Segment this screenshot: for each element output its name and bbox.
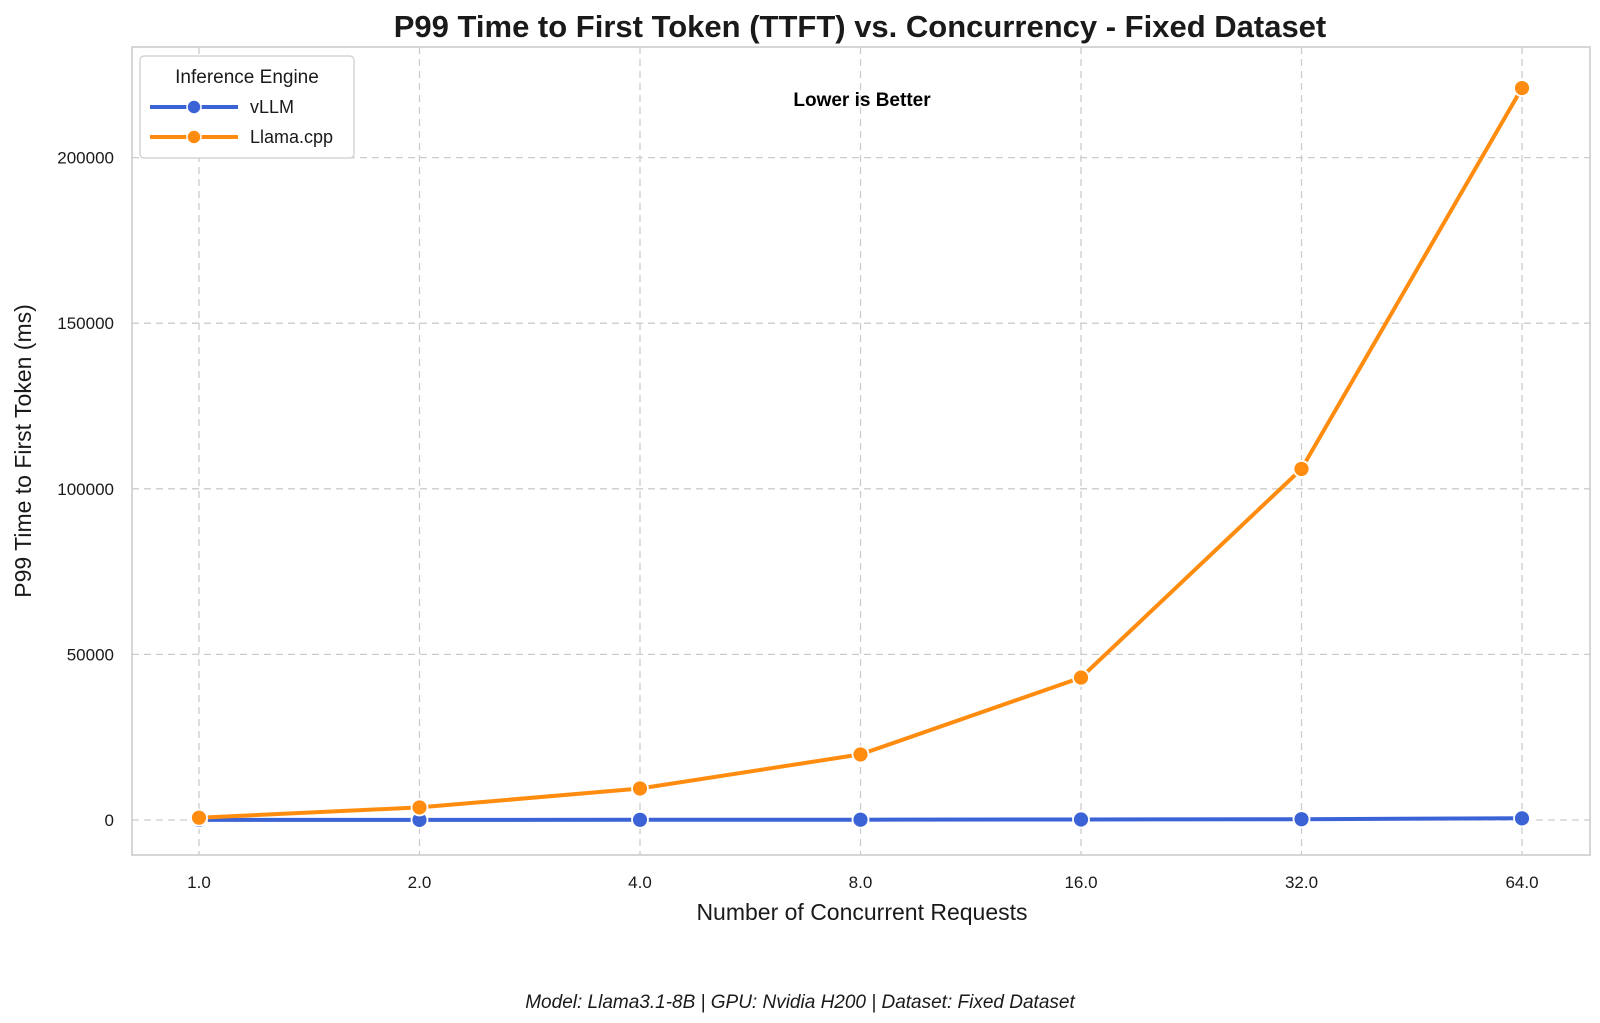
grid-lines bbox=[132, 47, 1590, 855]
data-point-vllm bbox=[851, 810, 870, 829]
chart-footer: Model: Llama3.1-8B | GPU: Nvidia H200 | … bbox=[525, 992, 1075, 1013]
data-point-llamacpp bbox=[851, 745, 870, 764]
legend: Inference Engine vLLM Llama.cpp bbox=[139, 55, 355, 159]
x-tick-label: 32.0 bbox=[1285, 873, 1318, 892]
data-point-vllm bbox=[1292, 810, 1311, 829]
data-point-vllm bbox=[631, 810, 649, 829]
x-tick-label: 16.0 bbox=[1064, 873, 1097, 892]
x-tick-label: 8.0 bbox=[849, 873, 873, 892]
legend-label-llamacpp: Llama.cpp bbox=[250, 127, 333, 147]
lower-is-better-annotation: Lower is Better bbox=[793, 90, 931, 111]
data-point-llamacpp bbox=[1072, 668, 1090, 687]
x-tick-label: 2.0 bbox=[408, 873, 432, 892]
x-axis-label: Number of Concurrent Requests bbox=[696, 899, 1027, 925]
chart-title: P99 Time to First Token (TTFT) vs. Concu… bbox=[394, 9, 1327, 44]
y-tick-label: 0 bbox=[105, 811, 114, 830]
y-tick-label: 200000 bbox=[57, 149, 114, 168]
data-point-vllm bbox=[1513, 809, 1531, 828]
y-axis-label: P99 Time to First Token (ms) bbox=[10, 304, 36, 598]
legend-marker-llamacpp bbox=[186, 129, 202, 145]
x-tick-label: 4.0 bbox=[628, 873, 652, 892]
legend-label-vllm: vLLM bbox=[250, 97, 294, 117]
data-point-vllm bbox=[1072, 810, 1090, 829]
series-layer bbox=[190, 79, 1531, 829]
y-tick-label: 50000 bbox=[67, 645, 114, 664]
data-point-llamacpp bbox=[190, 808, 208, 827]
legend-title: Inference Engine bbox=[175, 67, 319, 88]
x-tick-label: 64.0 bbox=[1505, 873, 1538, 892]
data-point-llamacpp bbox=[1292, 460, 1311, 478]
y-tick-label: 150000 bbox=[57, 314, 114, 333]
legend-marker-vllm bbox=[186, 99, 202, 115]
data-point-llamacpp bbox=[1513, 79, 1531, 97]
data-point-llamacpp bbox=[410, 798, 429, 817]
tick-labels: 1.0 2.0 4.0 8.0 16.0 32.0 64.0 0 50000 100000 1500… bbox=[57, 149, 1538, 892]
data-point-llamacpp bbox=[631, 779, 649, 798]
plot-frame bbox=[131, 46, 1591, 856]
x-tick-label: 1.0 bbox=[187, 873, 211, 892]
y-tick-label: 100000 bbox=[57, 480, 114, 499]
